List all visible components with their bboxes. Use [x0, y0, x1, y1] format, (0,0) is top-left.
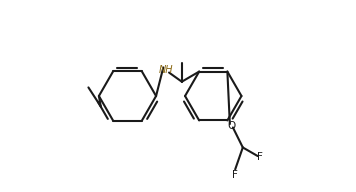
Text: NH: NH	[158, 65, 173, 75]
Text: F: F	[257, 152, 263, 162]
Text: O: O	[227, 121, 236, 131]
Text: F: F	[232, 170, 238, 180]
